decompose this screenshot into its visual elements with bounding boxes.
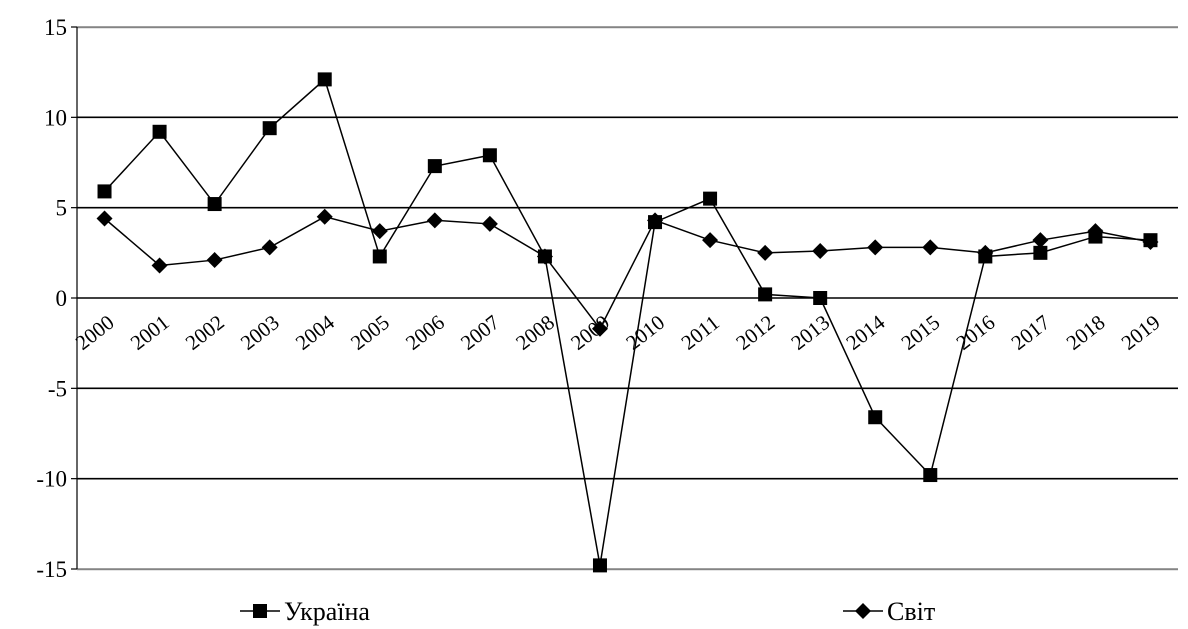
x-tick-label: 2003: [236, 310, 284, 355]
x-tick-label: 2017: [1007, 310, 1055, 355]
x-tick-label: 2008: [511, 310, 559, 355]
x-tick-label: 2018: [1062, 310, 1110, 355]
data-point: [263, 121, 277, 135]
y-tick-label: 5: [56, 196, 68, 221]
legend-item-2: Світ: [843, 597, 935, 626]
series-line: [105, 217, 1151, 329]
y-tick-labels: 15 10 5 0 -5 -10 -15: [36, 15, 67, 582]
y-tick-label: 15: [44, 15, 67, 40]
data-point: [317, 209, 333, 225]
x-tick-label: 2002: [181, 310, 229, 355]
y-tick-label: 0: [56, 286, 68, 311]
x-tick-label: 2014: [841, 310, 889, 355]
x-tick-label: 2000: [71, 310, 119, 355]
data-point: [373, 249, 387, 263]
data-point: [318, 72, 332, 86]
data-point: [868, 410, 882, 424]
x-tick-label: 2013: [786, 310, 834, 355]
data-point: [262, 239, 278, 255]
data-point: [922, 239, 938, 255]
legend-label: Світ: [887, 597, 935, 626]
legend-marker: [253, 604, 267, 618]
grid-layer: [77, 27, 1178, 570]
data-point: [702, 232, 718, 248]
data-point: [812, 243, 828, 259]
x-tick-label: 2004: [291, 310, 339, 355]
x-tick-label: 2006: [401, 310, 449, 355]
data-point: [483, 148, 497, 162]
x-tick-labels: 2000 2001 2002 2003 2004 2005 2006 2007 2008 2009…: [71, 310, 1165, 355]
data-point: [98, 184, 112, 198]
x-tick-label: 2007: [456, 310, 504, 355]
legend: Україна Світ: [240, 597, 935, 626]
data-point: [427, 212, 443, 228]
x-tick-label: 2005: [346, 310, 394, 355]
y-tick-label: -5: [48, 376, 67, 401]
legend-item-1: Україна: [240, 597, 370, 626]
y-tick-label: -10: [36, 467, 67, 492]
axis-layer: [71, 27, 77, 569]
x-tick-label: 2011: [677, 310, 724, 354]
x-tick-label: 2001: [126, 310, 174, 355]
y-tick-label: -15: [36, 557, 67, 582]
data-point: [703, 192, 717, 206]
x-tick-label: 2019: [1117, 310, 1165, 355]
legend-marker: [855, 603, 871, 619]
data-point: [482, 216, 498, 232]
data-point: [207, 252, 223, 268]
data-point: [867, 239, 883, 255]
data-point: [593, 558, 607, 572]
x-tick-label: 2012: [731, 310, 779, 355]
data-point: [428, 159, 442, 173]
x-tick-label: 2016: [952, 310, 1000, 355]
x-tick-label: 2010: [621, 310, 669, 355]
data-point: [757, 245, 773, 261]
data-point: [1032, 232, 1048, 248]
data-point: [153, 125, 167, 139]
data-point: [813, 291, 827, 305]
data-point: [923, 468, 937, 482]
data-point: [208, 197, 222, 211]
y-tick-label: 10: [44, 105, 67, 130]
data-point: [758, 287, 772, 301]
x-tick-label: 2015: [897, 310, 945, 355]
series-2: [97, 209, 1159, 337]
legend-label: Україна: [284, 597, 370, 626]
